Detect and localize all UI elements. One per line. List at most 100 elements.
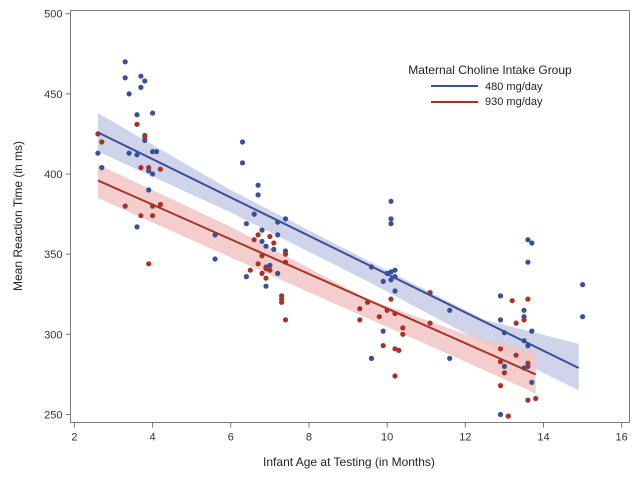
point-480 xyxy=(388,198,394,204)
point-930 xyxy=(501,370,507,376)
point-480 xyxy=(271,246,277,252)
x-tick-label: 6 xyxy=(228,432,234,444)
point-480 xyxy=(380,278,386,284)
point-930 xyxy=(357,317,363,323)
point-480 xyxy=(521,307,527,313)
point-480 xyxy=(239,139,246,145)
point-930 xyxy=(279,299,285,305)
point-930 xyxy=(146,165,152,171)
point-930 xyxy=(427,320,433,326)
plot-frame xyxy=(70,10,630,423)
point-930 xyxy=(376,314,382,320)
point-480 xyxy=(501,363,507,369)
point-480 xyxy=(138,84,144,90)
point-480 xyxy=(150,171,156,177)
point-480 xyxy=(368,355,375,361)
point-480 xyxy=(388,221,394,227)
x-tick-label: 14 xyxy=(537,432,549,444)
point-480 xyxy=(134,152,140,158)
point-930 xyxy=(525,397,531,403)
legend-label-930: 930 mg/day xyxy=(485,96,543,108)
x-tick-label: 12 xyxy=(459,432,471,444)
point-930 xyxy=(380,343,386,349)
point-930 xyxy=(497,346,504,352)
point-480 xyxy=(212,256,218,262)
point-480 xyxy=(580,282,586,288)
point-480 xyxy=(275,232,281,238)
x-axis-title: Infant Age at Testing (in Months) xyxy=(263,455,435,469)
x-tick-label: 2 xyxy=(71,432,77,444)
point-930 xyxy=(505,413,511,419)
point-480 xyxy=(239,160,246,166)
point-480 xyxy=(263,283,269,289)
point-930 xyxy=(255,232,261,238)
point-930 xyxy=(525,360,531,366)
y-tick-label: 450 xyxy=(44,89,62,101)
point-480 xyxy=(255,182,261,188)
point-930 xyxy=(267,267,273,273)
point-480 xyxy=(282,216,289,222)
point-480 xyxy=(447,355,453,361)
point-480 xyxy=(243,221,249,227)
point-480 xyxy=(529,328,535,334)
legend: Maternal Choline Intake Group 480 mg/day… xyxy=(408,63,572,108)
point-480 xyxy=(267,262,273,268)
point-480 xyxy=(122,59,128,65)
point-930 xyxy=(497,383,504,389)
x-tick-label: 4 xyxy=(150,432,156,444)
point-480 xyxy=(525,237,531,243)
point-930 xyxy=(251,237,257,243)
point-930 xyxy=(533,395,539,402)
point-930 xyxy=(400,331,406,337)
point-480 xyxy=(263,243,269,249)
y-axis-title: Mean Reaction Time (in ms) xyxy=(11,141,25,291)
point-930 xyxy=(263,275,269,281)
point-480 xyxy=(525,259,531,265)
point-930 xyxy=(122,203,128,209)
point-930 xyxy=(357,306,363,312)
point-480 xyxy=(392,288,398,294)
point-480 xyxy=(153,149,160,155)
point-930 xyxy=(150,213,156,219)
y-tick-label: 250 xyxy=(44,409,62,421)
point-480 xyxy=(150,110,156,116)
point-480 xyxy=(255,192,261,198)
legend-label-480: 480 mg/day xyxy=(485,81,543,93)
point-480 xyxy=(388,269,394,275)
point-480 xyxy=(529,379,535,385)
y-tick-label: 500 xyxy=(44,9,62,21)
point-480 xyxy=(150,149,156,155)
point-480 xyxy=(146,187,152,193)
regression-line-930 xyxy=(97,179,537,376)
point-930 xyxy=(392,373,398,379)
point-480 xyxy=(497,293,504,299)
point-930 xyxy=(396,347,402,353)
point-480 xyxy=(497,317,504,323)
point-480 xyxy=(259,227,265,233)
point-930 xyxy=(247,267,253,273)
point-480 xyxy=(243,274,249,280)
x-tick-label: 10 xyxy=(381,432,393,444)
point-930 xyxy=(388,296,394,302)
point-480 xyxy=(392,267,398,273)
point-930 xyxy=(267,233,273,240)
point-480 xyxy=(497,411,504,418)
point-480 xyxy=(251,211,257,217)
point-480 xyxy=(580,314,586,320)
point-930 xyxy=(259,270,265,276)
point-480 xyxy=(388,216,394,222)
point-930 xyxy=(263,266,269,272)
x-axis-ticks: 2 4 6 8 10 12 14 16 xyxy=(71,422,628,444)
point-930 xyxy=(157,201,163,208)
point-930 xyxy=(400,325,406,331)
point-930 xyxy=(157,166,163,172)
point-930 xyxy=(146,261,152,267)
data-points xyxy=(95,59,586,419)
regression-line-480 xyxy=(97,131,580,369)
ci-band-480 xyxy=(97,113,579,391)
point-930 xyxy=(513,320,519,326)
ci-band-930 xyxy=(97,164,536,394)
point-930 xyxy=(509,298,515,304)
point-480 xyxy=(138,73,144,79)
